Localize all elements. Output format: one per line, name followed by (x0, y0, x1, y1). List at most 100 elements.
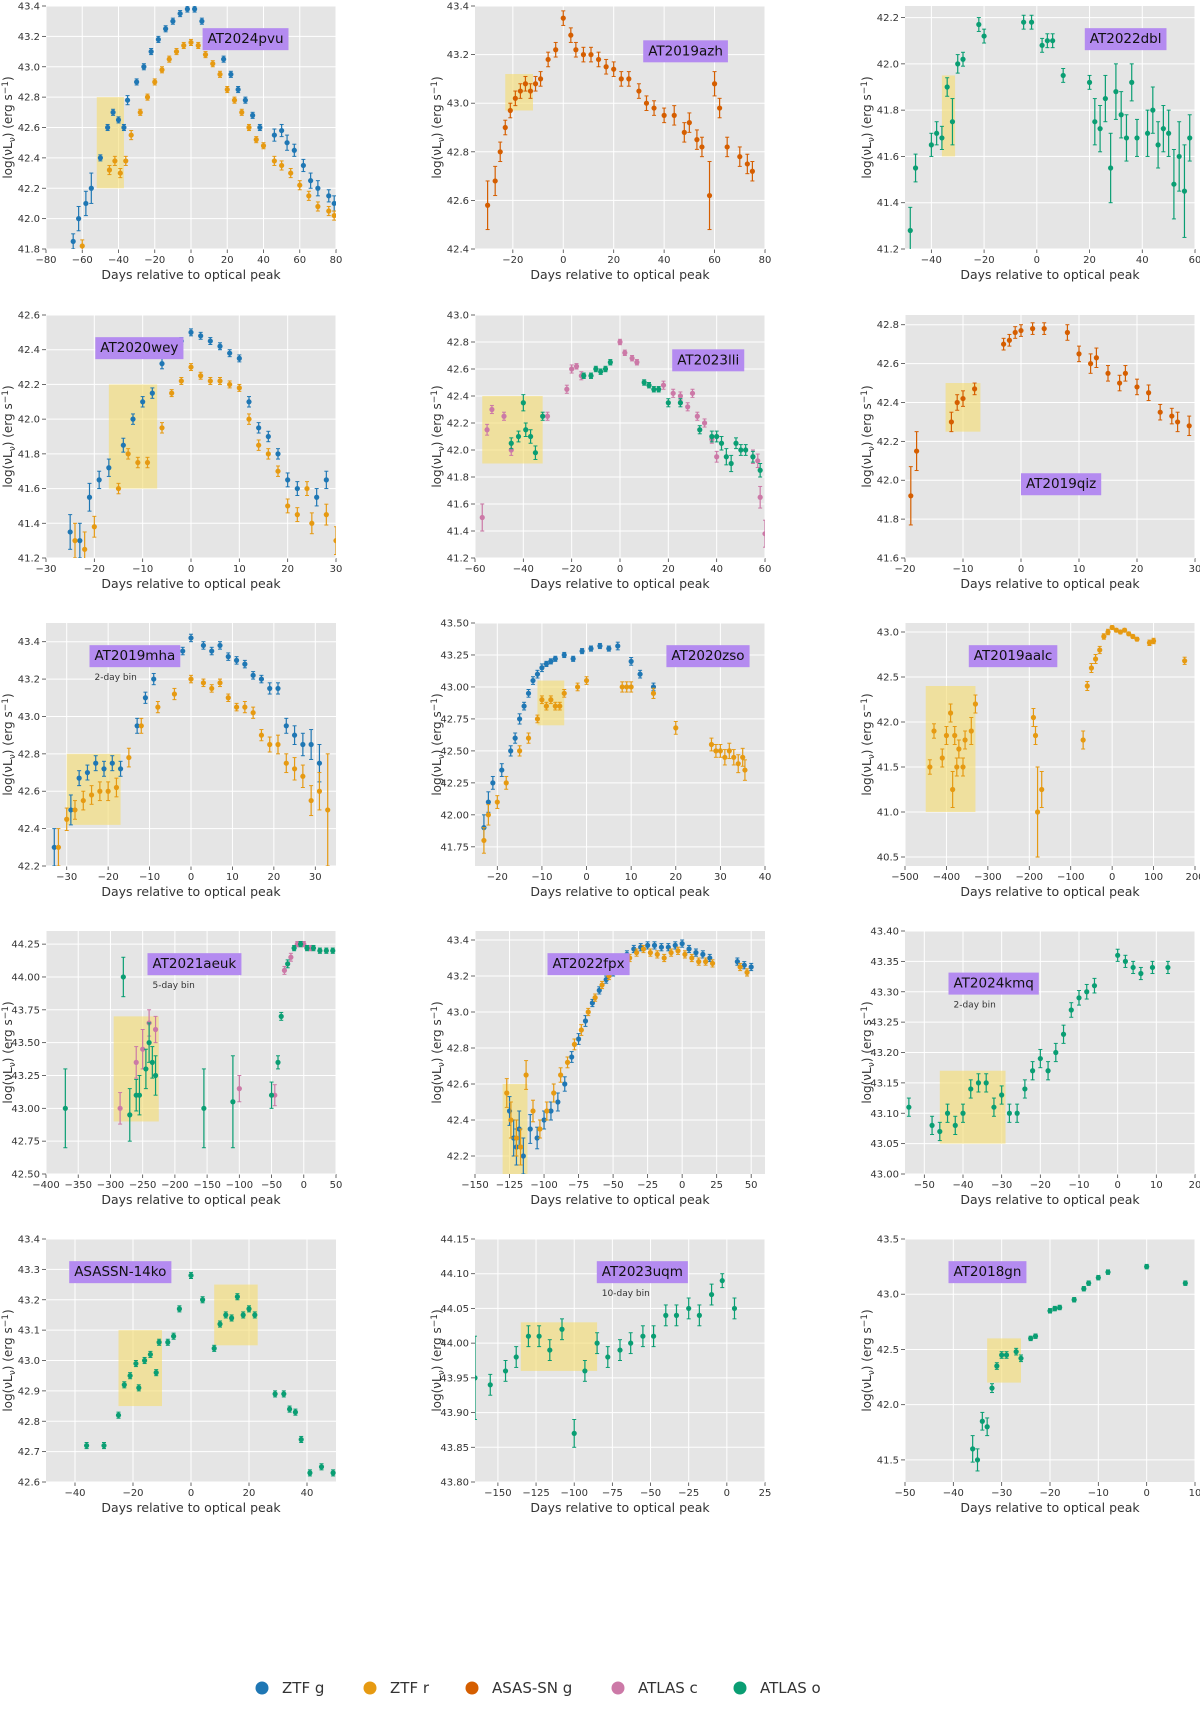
data-point (699, 144, 705, 150)
data-point (1181, 188, 1188, 194)
x-tick-label: 20 (281, 564, 294, 575)
y-tick-label: 42.4 (18, 824, 40, 835)
data-point (315, 185, 321, 191)
data-point (750, 454, 756, 460)
data-point (585, 1009, 591, 1015)
data-point (250, 672, 256, 678)
x-tick-label: 30 (330, 564, 343, 575)
data-point (1045, 1068, 1051, 1074)
data-point (124, 97, 131, 103)
data-point (1149, 964, 1156, 971)
y-tick-label: 42.8 (18, 1417, 40, 1428)
y-tick-label: 42.0 (877, 476, 899, 487)
y-tick-label: 44.05 (440, 1304, 469, 1315)
legend-label: ASAS-SN g (492, 1679, 572, 1697)
x-tick-label: 60 (708, 255, 721, 266)
y-tick-label: 41.5 (877, 1455, 899, 1466)
data-point (626, 76, 632, 82)
data-point (138, 723, 144, 729)
object-name-label: AT2019azh (648, 43, 723, 59)
data-point (517, 716, 523, 722)
data-point (317, 948, 323, 954)
x-tick-label: −75 (568, 1180, 589, 1191)
y-tick-label: 43.4 (447, 2, 469, 13)
data-points (84, 1271, 336, 1477)
object-name-box (596, 1261, 688, 1284)
x-tick-label: 10 (1189, 1488, 1200, 1499)
data-point (974, 1457, 981, 1463)
data-point (149, 390, 155, 396)
data-point (300, 773, 306, 779)
data-point (101, 1442, 107, 1449)
data-point (176, 1306, 182, 1312)
data-point (331, 200, 336, 207)
data-point (298, 1436, 304, 1443)
data-point (294, 512, 300, 518)
data-point (611, 66, 617, 72)
object-name-label: AT2023uqm (602, 1264, 683, 1280)
data-point (520, 1153, 526, 1159)
data-point (673, 725, 679, 731)
data-point (188, 364, 194, 370)
data-point (675, 948, 681, 954)
x-tick-label: 60 (293, 255, 306, 266)
data-point (188, 635, 194, 641)
data-point (512, 95, 518, 101)
x-tick-label: −40 (952, 1180, 973, 1191)
data-point (1105, 370, 1111, 376)
data-point (708, 1291, 715, 1298)
x-axis-label: Days relative to optical peak (530, 884, 710, 899)
x-tick-label: 20 (1083, 255, 1096, 266)
data-point (285, 961, 291, 967)
data-point (658, 944, 665, 950)
data-point (152, 1072, 159, 1079)
data-point (952, 1122, 958, 1128)
data-point (323, 477, 329, 483)
data-point (564, 1059, 571, 1065)
data-point (548, 658, 554, 664)
data-points (927, 624, 1188, 858)
y-tick-label: 43.75 (11, 1005, 40, 1016)
x-tick-label: −100 (1057, 872, 1084, 883)
data-point (686, 120, 692, 126)
data-point (133, 1360, 139, 1367)
data-point (304, 485, 310, 492)
data-point (1113, 89, 1119, 95)
data-point (1060, 72, 1066, 79)
data-point (1014, 1110, 1020, 1116)
data-point (1080, 737, 1086, 743)
data-point (1092, 656, 1099, 662)
y-axis-label: log(νLν) (erg s−1) (860, 385, 877, 487)
panel-asassn-14ko: −40 −20 0 20 40 42.6 42.7 42.8 42.9 43.0 43.1 43.2 4… (1, 1235, 336, 1515)
data-point (548, 697, 554, 703)
data-point (714, 433, 720, 440)
data-point (960, 1110, 966, 1116)
data-point (508, 440, 514, 446)
data-point (513, 1354, 519, 1360)
data-point (929, 1122, 935, 1128)
data-point (159, 67, 165, 73)
data-point (544, 1108, 550, 1114)
x-tick-label: −10 (1068, 1180, 1089, 1191)
data-point (645, 942, 651, 949)
y-tick-label: 43.85 (440, 1443, 469, 1454)
x-tick-label: 0 (679, 1180, 685, 1191)
data-point (651, 105, 657, 111)
x-tick-label: 20 (267, 872, 280, 883)
data-point (227, 381, 233, 388)
data-point (475, 1375, 478, 1381)
data-point (1091, 983, 1098, 989)
x-tick-label: 10 (1073, 564, 1086, 575)
data-point (701, 420, 708, 426)
data-point (580, 52, 587, 58)
x-axis-label: Days relative to optical peak (960, 576, 1140, 591)
data-point (537, 76, 544, 82)
y-tick-label: 43.0 (877, 1290, 899, 1301)
data-point (1088, 361, 1094, 367)
data-point (123, 158, 129, 164)
data-point (149, 1059, 155, 1065)
data-point (159, 425, 165, 431)
data-point (991, 1104, 997, 1110)
data-point (665, 400, 671, 406)
data-point (617, 339, 623, 345)
